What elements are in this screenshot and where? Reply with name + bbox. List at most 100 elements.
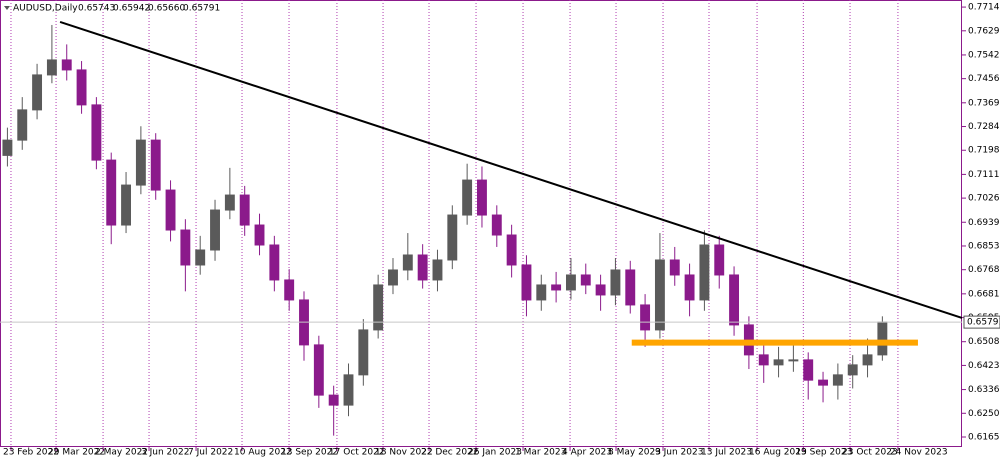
candle-body <box>669 259 680 276</box>
candle-body <box>2 139 13 156</box>
candle-body <box>76 69 87 106</box>
candle-body <box>17 109 28 141</box>
y-tick-label: 0.71115 <box>968 170 1000 180</box>
x-tick-label: 29 Mar 2022 <box>48 448 105 457</box>
candle-body <box>388 269 398 286</box>
x-tick-label: 24 Nov 2023 <box>890 448 948 457</box>
candle-body <box>462 179 473 216</box>
candle-body <box>402 254 413 271</box>
candle-body <box>284 279 295 301</box>
x-tick-label: 3 Jun 2022 <box>141 448 189 457</box>
y-tick-label: 0.62505 <box>968 409 1000 419</box>
y-tick-label: 0.77145 <box>968 3 1000 13</box>
candle-body <box>640 304 651 331</box>
candle-body <box>150 139 161 191</box>
x-tick-label: 17 Oct 2022 <box>329 448 385 457</box>
candle-body <box>447 214 458 261</box>
x-tick-label: 4 Apr 2023 <box>562 448 612 457</box>
menu-arrow[interactable] <box>4 6 10 10</box>
candle-body <box>269 244 280 281</box>
candle-body <box>343 374 354 406</box>
x-tick-label: 8 May 2023 <box>608 448 661 457</box>
x-tick-label: 26 Jan 2023 <box>468 448 522 457</box>
candle-body <box>714 244 725 276</box>
x-tick-label: 7 Jul 2022 <box>188 448 233 457</box>
candle-body <box>506 234 517 266</box>
x-tick-label: 13 Sep 2022 <box>281 448 338 457</box>
candle-body <box>521 264 532 301</box>
x-tick-label: 2 May 2022 <box>95 448 148 457</box>
candle-body <box>832 374 843 386</box>
candle-body <box>477 179 487 216</box>
trendline <box>59 20 963 319</box>
y-tick-label: 0.71985 <box>968 146 1000 156</box>
candle-body <box>224 194 235 211</box>
candles <box>0 20 963 436</box>
candle-body <box>625 269 636 306</box>
candle-body <box>654 259 665 331</box>
candle-body <box>61 59 72 71</box>
y-tick-label: 0.74565 <box>968 74 1000 84</box>
x-tick-label: 22 Dec 2022 <box>421 448 479 457</box>
candle-body <box>254 224 265 246</box>
candle-body <box>32 74 43 111</box>
quote-low: 0.65660 <box>148 4 185 14</box>
y-tick-label: 0.65085 <box>968 337 1000 347</box>
candle-body <box>210 209 220 251</box>
candle-body <box>135 139 146 186</box>
candle-body <box>758 354 769 366</box>
candle-body <box>788 359 799 362</box>
candle-body <box>239 194 250 226</box>
candle-body <box>121 184 132 226</box>
quote-high: 0.65942 <box>113 4 150 14</box>
header: AUDUSD,Daily 0.65743 0.65942 0.65660 0.6… <box>4 4 220 14</box>
x-tick-label: 23 Feb 2022 <box>3 448 59 457</box>
x-tick-label: 18 Nov 2022 <box>375 448 433 457</box>
last-price-box <box>963 315 1000 329</box>
candle-body <box>106 159 117 226</box>
x-tick-label: 16 Aug 2023 <box>749 448 807 457</box>
candle-body <box>565 274 576 291</box>
candle-body <box>818 379 828 386</box>
x-tick-label: 13 Jul 2023 <box>701 448 752 457</box>
candle-body <box>91 104 102 161</box>
y-tick-label: 0.73695 <box>968 98 1000 108</box>
candle-body <box>862 354 873 366</box>
candle-body <box>180 229 191 266</box>
last-price-label: 0.65791 <box>967 318 1000 328</box>
x-tick-label: 10 Aug 2022 <box>234 448 292 457</box>
candle-body <box>328 394 339 406</box>
candle-body <box>729 274 740 326</box>
x-tick-label: 9 Jun 2023 <box>655 448 703 457</box>
y-tick-label: 0.68535 <box>968 241 1000 251</box>
candle-body <box>417 254 428 281</box>
candle-body <box>595 284 606 296</box>
x-tick-label: 23 Oct 2023 <box>842 448 898 457</box>
candle-body <box>551 284 562 291</box>
candle-body <box>773 359 784 366</box>
candle-body <box>165 189 176 231</box>
candle-body <box>803 359 814 381</box>
candle-body <box>684 274 695 301</box>
symbol: AUDUSD,Daily <box>13 4 78 14</box>
quote-close: 0.65791 <box>183 4 220 14</box>
candle-body <box>195 249 206 266</box>
candle-body <box>358 329 369 376</box>
x-tick-label: 1 Mar 2023 <box>515 448 566 457</box>
candle-body <box>847 364 858 376</box>
candle-body <box>432 259 443 281</box>
plot-frame <box>0 0 962 447</box>
candle-body <box>491 214 502 236</box>
